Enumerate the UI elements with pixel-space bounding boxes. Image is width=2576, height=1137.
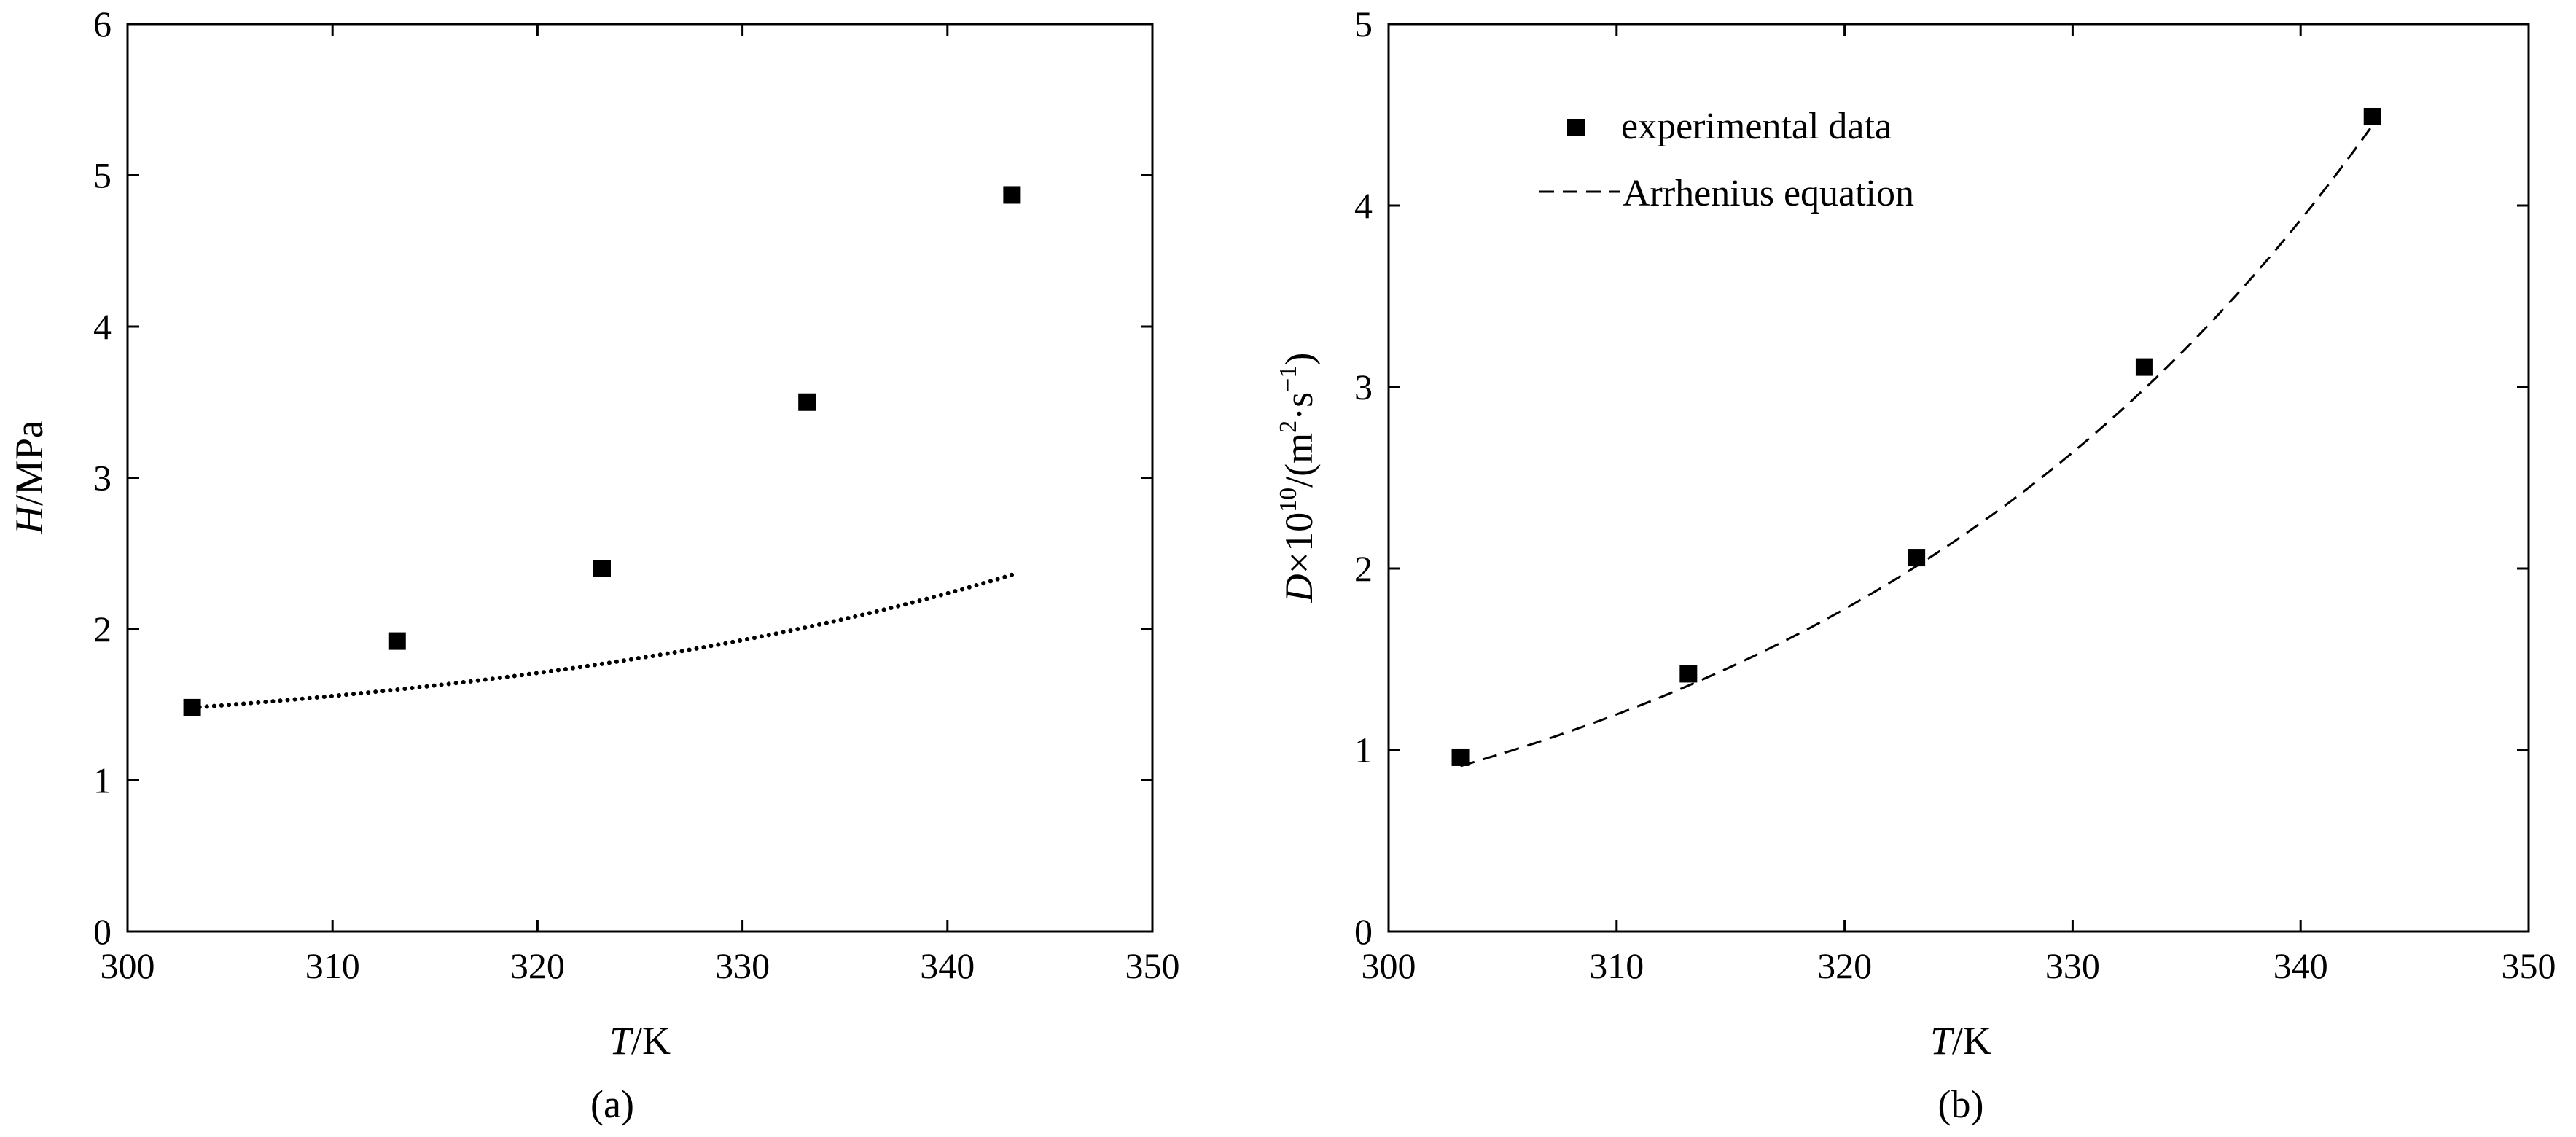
data-point-a-4	[1003, 186, 1021, 204]
x-tick-label-340: 340	[920, 945, 975, 986]
panel-b-plot-frame	[1387, 23, 2530, 933]
y-tick-label-1: 1	[93, 760, 112, 801]
legend-entry-experimental-data: experimental data	[1621, 106, 1892, 147]
data-point-a-0	[183, 698, 201, 716]
data-point-a-1	[388, 632, 406, 650]
y-tick-label-3: 3	[93, 458, 112, 499]
panel-b-tick-labels: 300 310 320 330 340 350 0 1 2 3 4 5	[1354, 4, 2556, 986]
x-tick-label-330: 330	[2045, 945, 2100, 986]
panel-b-data-markers	[1451, 107, 2381, 766]
data-point-b-4	[2363, 107, 2381, 125]
panel-a-fit-line	[190, 572, 1015, 710]
x-tick-label-310: 310	[1589, 945, 1644, 986]
data-point-b-0	[1451, 748, 1470, 766]
y-tick-label-4: 4	[93, 306, 112, 347]
fit-line-b	[1460, 125, 2373, 767]
panel-b-label: (b)	[1938, 1082, 1984, 1126]
x-tick-label-310: 310	[305, 945, 360, 986]
panel-a-tick-labels: 300 310 320 330 340 350 0 1 2 3 4 5 6	[93, 4, 1180, 986]
x-tick-label-350: 350	[1125, 945, 1180, 986]
panel-a: 300 310 320 330 340 350 0 1 2 3 4 5 6 T/K H/MPa (a)	[7, 4, 1180, 1126]
y-tick-label-6: 6	[93, 4, 112, 44]
panel-b-fit-line	[1460, 125, 2373, 767]
x-tick-label-300: 300	[101, 945, 155, 986]
data-point-a-3	[798, 393, 816, 411]
x-tick-label-300: 300	[1362, 945, 1416, 986]
y-tick-label-2: 2	[93, 609, 112, 649]
panel-b-legend: experimental data Arrhenius equation	[1539, 106, 1914, 214]
y-tick-label-5: 5	[93, 155, 112, 196]
fit-line-a	[190, 572, 1015, 710]
y-tick-label-2: 2	[1354, 548, 1373, 589]
legend-marker-swatch	[1567, 119, 1585, 136]
y-tick-label-0: 0	[1354, 911, 1373, 952]
y-tick-label-3: 3	[1354, 367, 1373, 407]
x-tick-label-330: 330	[715, 945, 770, 986]
data-point-b-3	[2135, 358, 2153, 376]
panel-a-data-markers	[183, 186, 1021, 716]
y-tick-label-5: 5	[1354, 4, 1373, 44]
legend-entry-arrhenius-equation: Arrhenius equation	[1623, 173, 1914, 214]
panel-a-label: (a)	[590, 1082, 634, 1126]
panel-b-ticks	[1387, 23, 2530, 933]
panel-a-y-axis-title: H/MPa	[7, 421, 51, 535]
x-tick-label-320: 320	[1817, 945, 1872, 986]
x-tick-label-320: 320	[510, 945, 565, 986]
x-tick-label-350: 350	[2502, 945, 2556, 986]
y-tick-label-4: 4	[1354, 185, 1373, 226]
x-tick-label-340: 340	[2273, 945, 2328, 986]
data-point-a-2	[593, 560, 611, 577]
panel-b: 300 310 320 330 340 350 0 1 2 3 4 5 experimental da…	[1275, 4, 2556, 1126]
panel-b-x-axis-title: T/K	[1930, 1019, 1991, 1063]
panel-b-y-axis-title: D×1010/(m2·s−1)	[1275, 353, 1321, 603]
data-point-b-1	[1679, 665, 1698, 683]
data-point-b-2	[1908, 549, 1926, 567]
panel-a-x-axis-title: T/K	[609, 1019, 671, 1063]
y-tick-label-1: 1	[1354, 730, 1373, 770]
panel-a-ticks	[126, 23, 1154, 933]
y-tick-label-0: 0	[93, 911, 112, 952]
panel-a-plot-frame	[126, 23, 1154, 933]
